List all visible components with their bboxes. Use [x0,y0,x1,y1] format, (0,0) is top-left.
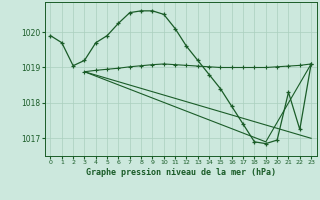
X-axis label: Graphe pression niveau de la mer (hPa): Graphe pression niveau de la mer (hPa) [86,168,276,177]
